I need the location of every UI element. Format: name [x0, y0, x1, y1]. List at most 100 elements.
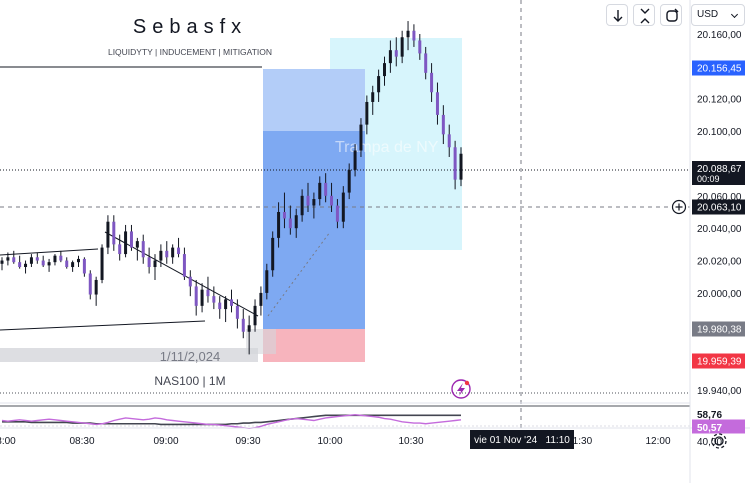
candle-body: [47, 262, 51, 266]
candle-body: [347, 169, 351, 193]
candle: [247, 315, 251, 355]
candle-body: [335, 205, 339, 222]
candle-body: [341, 192, 345, 222]
candle: [453, 140, 457, 190]
candle: [259, 286, 263, 316]
scroll-down-button[interactable]: [606, 4, 628, 26]
candle: [218, 296, 222, 319]
candle: [106, 215, 110, 255]
settings-icon[interactable]: [711, 433, 727, 449]
trend-line-upper[interactable]: [0, 248, 99, 256]
candle: [100, 244, 104, 284]
x-tick-label: 09:30: [235, 436, 260, 447]
candle-body: [177, 247, 181, 255]
price-tag-label: 20.088,67: [697, 164, 742, 175]
candle-body: [353, 150, 357, 170]
candle: [194, 279, 198, 316]
candle: [200, 283, 204, 313]
trade-label: Trampa de NY: [335, 139, 439, 156]
trend-line-lower[interactable]: [0, 320, 206, 331]
candle-body: [235, 305, 239, 319]
candle-body: [206, 289, 210, 297]
candle: [418, 34, 422, 60]
candle-body: [241, 318, 245, 332]
candle: [394, 37, 398, 67]
candle-body: [224, 299, 228, 310]
candle: [82, 257, 86, 277]
price-tag-sublabel: 00:09: [697, 174, 720, 184]
candle-body: [294, 215, 298, 229]
profit-zone-upper[interactable]: [263, 69, 365, 131]
candle: [71, 260, 75, 272]
candle-body: [65, 260, 69, 268]
candle-body: [88, 273, 92, 295]
candle-body: [118, 244, 122, 255]
candle-body: [406, 30, 410, 38]
osc-tick-label: 58,76: [697, 410, 722, 421]
x-tick-label: 8:00: [0, 436, 16, 447]
candle: [388, 40, 392, 73]
candle: [371, 85, 375, 115]
chart-subtitle: LIQUIDYTY | INDUCEMENT | MITIGATION: [108, 47, 272, 57]
candle-body: [377, 76, 381, 93]
candle: [330, 182, 334, 212]
y-tick-label: 20.120,00: [697, 95, 742, 106]
candle: [53, 254, 57, 266]
candle-body: [253, 305, 257, 326]
add-alert-icon[interactable]: [671, 199, 687, 215]
candle-body: [106, 221, 110, 248]
x-tick-label: 11:30: [568, 436, 593, 447]
refresh-button[interactable]: [660, 4, 682, 26]
candle-body: [271, 237, 275, 271]
candle: [65, 257, 69, 269]
candle-body: [200, 289, 204, 306]
y-tick-label: 20.040,00: [697, 224, 742, 235]
candle-body: [153, 260, 157, 268]
y-tick-label: 20.060,00: [697, 192, 742, 203]
price-tag-label: 19.980,38: [697, 325, 742, 336]
candle: [59, 250, 63, 263]
collapse-button[interactable]: [633, 4, 655, 26]
candle: [0, 257, 4, 271]
candle: [177, 237, 181, 258]
flash-icon[interactable]: [451, 379, 471, 399]
oscillator-line[interactable]: [1, 413, 462, 430]
candle-body: [435, 92, 439, 115]
candle: [18, 255, 22, 269]
candle-body: [171, 247, 175, 258]
candle: [400, 30, 404, 64]
currency-select[interactable]: USD: [691, 4, 745, 26]
candle: [41, 255, 45, 268]
candle-body: [259, 292, 263, 306]
price-tag: [692, 353, 745, 369]
candle: [112, 215, 116, 251]
candle: [294, 208, 298, 238]
candle-body: [412, 30, 416, 41]
candle: [377, 69, 381, 102]
candle-body: [53, 255, 57, 263]
candle-body: [129, 231, 133, 248]
candle: [424, 46, 428, 80]
candle: [77, 255, 80, 268]
candle-body: [324, 182, 328, 196]
watermark-date: 1/11/2,024: [160, 349, 220, 364]
price-tag-label: 19.959,39: [697, 357, 742, 368]
candles-group[interactable]: [0, 21, 463, 355]
candle: [24, 260, 28, 274]
candle-body: [300, 195, 304, 216]
candle: [224, 296, 228, 323]
session-box: [0, 348, 258, 362]
osc-tag: [692, 419, 745, 434]
candle: [171, 244, 175, 264]
candle-body: [165, 250, 169, 258]
candle-body: [141, 241, 145, 258]
x-tick-label: 12:00: [645, 436, 670, 447]
chart-title: Sebasfx: [133, 16, 247, 38]
y-tick-label: 20.000,00: [697, 289, 742, 300]
trend-line-diagonal[interactable]: [104, 231, 259, 317]
candle-body: [6, 257, 10, 261]
stop-zone[interactable]: [263, 329, 365, 362]
candle-body: [400, 37, 404, 57]
candle-body: [218, 302, 222, 310]
